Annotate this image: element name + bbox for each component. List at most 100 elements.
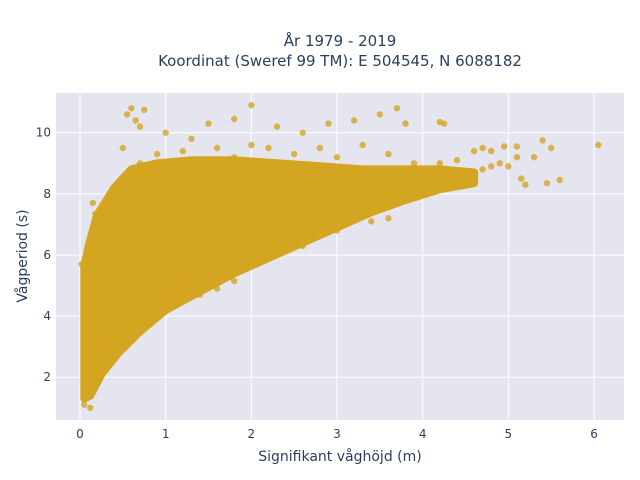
- data-point: [496, 160, 503, 167]
- data-point: [376, 111, 384, 118]
- data-point: [547, 144, 555, 152]
- data-point: [87, 312, 94, 320]
- data-point: [595, 141, 602, 149]
- data-point: [92, 210, 99, 217]
- data-point: [179, 147, 186, 155]
- data-point: [479, 166, 486, 173]
- data-point: [376, 199, 384, 207]
- data-point: [205, 120, 212, 127]
- data-point: [87, 404, 94, 411]
- data-point: [385, 215, 392, 222]
- data-point: [145, 172, 152, 179]
- data-point: [81, 401, 88, 408]
- data-point: [213, 144, 221, 152]
- data-point: [162, 297, 169, 305]
- data-point: [102, 282, 109, 289]
- data-point: [308, 221, 315, 228]
- y-axis-ticks: 2 4 6 8 10: [36, 126, 51, 384]
- data-point: [222, 260, 229, 268]
- data-point: [106, 334, 114, 341]
- data-point: [196, 157, 204, 164]
- dense-point-cloud: [80, 156, 479, 403]
- data-point: [111, 251, 118, 259]
- x-axis-title: Signifikant våghöjd (m): [258, 448, 421, 465]
- data-point: [205, 267, 212, 274]
- data-point: [325, 120, 332, 127]
- data-point: [136, 279, 144, 286]
- data-point: [78, 260, 85, 268]
- data-point: [123, 111, 131, 118]
- data-point: [530, 153, 538, 161]
- y-tick-label: 6: [43, 248, 51, 262]
- x-axis-ticks: 0 1 2 3 4 5 6: [76, 427, 598, 441]
- data-point: [393, 193, 401, 201]
- data-point: [445, 172, 452, 179]
- data-point: [543, 179, 551, 187]
- data-point: [188, 135, 195, 143]
- data-point: [213, 285, 221, 292]
- data-point: [333, 227, 341, 234]
- data-point: [462, 172, 469, 179]
- data-point: [513, 153, 521, 161]
- data-point: [248, 102, 255, 109]
- data-point: [488, 163, 495, 170]
- data-point: [436, 160, 444, 167]
- data-point: [81, 337, 88, 344]
- data-point: [517, 175, 525, 182]
- data-point: [162, 129, 169, 136]
- data-point: [359, 141, 366, 149]
- data-point: [402, 120, 409, 127]
- data-point: [342, 208, 349, 216]
- data-point: [265, 144, 272, 152]
- data-point: [265, 254, 272, 262]
- data-point: [141, 106, 148, 114]
- data-point: [248, 141, 255, 149]
- data-point: [111, 346, 118, 353]
- data-point: [273, 123, 281, 130]
- y-tick-label: 8: [43, 187, 51, 201]
- data-point: [98, 343, 105, 350]
- x-tick-label: 0: [76, 427, 84, 441]
- data-point: [273, 233, 281, 240]
- data-point: [179, 279, 186, 286]
- data-point: [153, 150, 161, 158]
- data-point: [85, 355, 92, 363]
- data-point: [85, 257, 92, 265]
- data-point: [230, 153, 238, 161]
- data-point: [479, 144, 486, 152]
- data-point: [256, 242, 264, 250]
- data-point: [368, 218, 375, 225]
- x-tick-label: 1: [162, 427, 170, 441]
- data-point: [410, 190, 418, 198]
- data-point: [92, 288, 99, 295]
- data-point: [239, 251, 246, 259]
- data-point: [119, 325, 127, 332]
- data-point: [136, 123, 144, 130]
- data-point: [299, 129, 306, 136]
- data-point: [385, 150, 392, 158]
- data-point: [83, 383, 91, 390]
- data-point: [128, 105, 135, 112]
- data-point: [196, 291, 204, 298]
- data-point: [89, 377, 97, 384]
- data-point: [128, 208, 135, 216]
- data-point: [205, 279, 212, 286]
- data-point: [136, 160, 144, 167]
- data-point: [505, 163, 512, 170]
- data-point: [83, 328, 91, 335]
- data-point: [410, 160, 418, 167]
- data-point: [102, 355, 109, 363]
- y-tick-label: 2: [43, 370, 51, 384]
- x-tick-label: 5: [505, 427, 513, 441]
- data-point: [350, 117, 358, 124]
- data-point: [230, 277, 238, 285]
- data-point: [325, 215, 332, 222]
- data-point: [513, 143, 521, 150]
- data-point: [556, 176, 563, 184]
- data-point: [470, 169, 478, 176]
- data-point: [539, 137, 546, 144]
- data-point: [522, 181, 529, 188]
- data-point: [445, 178, 452, 185]
- x-tick-label: 4: [419, 427, 427, 441]
